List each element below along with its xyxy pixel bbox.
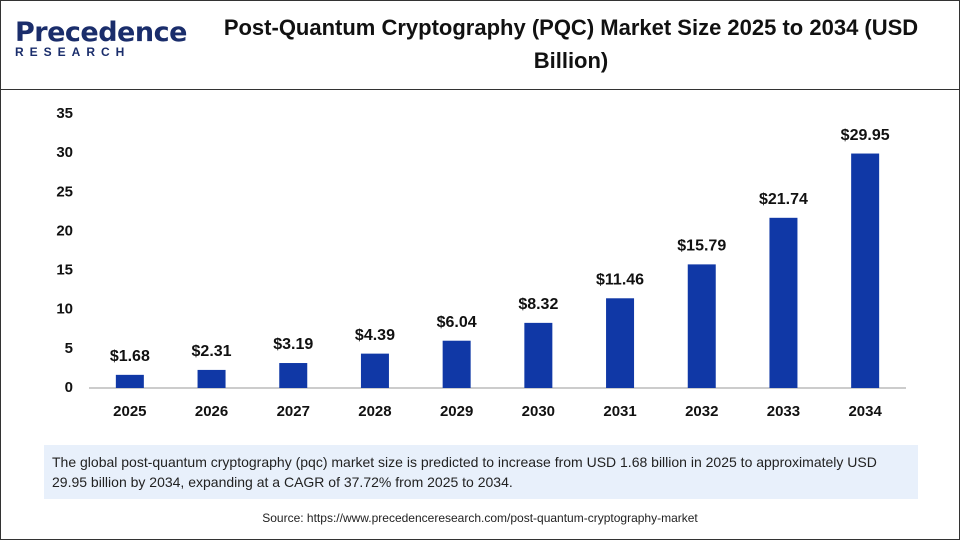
value-label: $29.95 xyxy=(841,127,890,144)
x-tick-label: 2028 xyxy=(358,403,391,420)
logo: Precedence RESEARCH xyxy=(15,17,187,59)
y-tick-label: 5 xyxy=(65,340,73,357)
value-label: $11.46 xyxy=(596,272,644,289)
header: Precedence RESEARCH Post-Quantum Cryptog… xyxy=(1,1,959,90)
value-label: $8.32 xyxy=(518,296,558,313)
x-tick-label: 2033 xyxy=(767,403,800,420)
x-tick-label: 2030 xyxy=(522,403,555,420)
bar xyxy=(442,340,471,388)
x-tick-label: 2031 xyxy=(603,403,636,420)
value-label: $2.31 xyxy=(192,343,232,360)
bar xyxy=(851,153,880,388)
bar xyxy=(524,322,553,388)
bar xyxy=(360,353,389,388)
y-tick-label: 20 xyxy=(56,222,73,239)
x-tick-label: 2027 xyxy=(277,403,310,420)
y-tick-label: 30 xyxy=(56,144,73,161)
y-tick-label: 35 xyxy=(56,105,73,122)
x-tick-label: 2029 xyxy=(440,403,473,420)
source: Source: https://www.precedenceresearch.c… xyxy=(262,511,698,525)
logo-tagline: RESEARCH xyxy=(15,45,131,59)
bar xyxy=(197,369,226,388)
bar xyxy=(606,298,635,388)
description: The global post-quantum cryptography (pq… xyxy=(44,445,918,499)
x-tick-label: 2025 xyxy=(113,403,146,420)
value-label: $4.39 xyxy=(355,327,395,344)
y-tick-label: 10 xyxy=(56,301,73,318)
y-tick-label: 15 xyxy=(56,262,73,279)
bar xyxy=(687,264,716,388)
x-tick-label: 2026 xyxy=(195,403,228,420)
bar xyxy=(279,363,308,388)
bar xyxy=(769,217,798,388)
chart: 051015202530352025$1.682026$2.312027$3.1… xyxy=(56,105,906,420)
y-tick-label: 25 xyxy=(56,183,73,200)
x-tick-label: 2032 xyxy=(685,403,718,420)
value-label: $1.68 xyxy=(110,348,150,365)
value-label: $21.74 xyxy=(759,191,808,208)
bar xyxy=(115,374,144,388)
value-label: $3.19 xyxy=(273,336,313,353)
y-tick-label: 0 xyxy=(65,379,73,396)
chart-title: Post-Quantum Cryptography (PQC) Market S… xyxy=(223,15,919,73)
value-label: $6.04 xyxy=(437,314,477,331)
logo-name: Precedence xyxy=(15,17,187,48)
x-tick-label: 2034 xyxy=(848,403,882,420)
value-label: $15.79 xyxy=(677,238,726,255)
